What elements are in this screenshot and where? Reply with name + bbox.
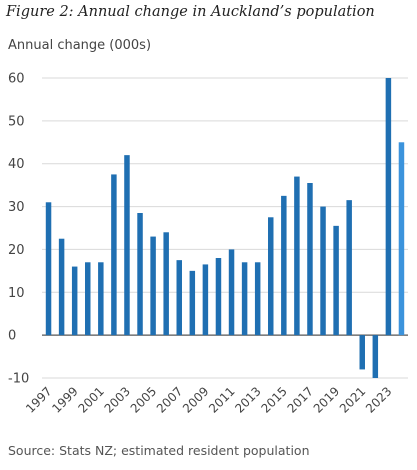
bar-1998: [58, 238, 65, 336]
chart-title: Figure 2: Annual change in Auckland’s po…: [6, 4, 375, 20]
bar-2013: [254, 262, 261, 336]
y-tick-label: 20: [8, 243, 25, 258]
x-tick-label: 2019: [311, 384, 342, 415]
bar-2012: [241, 262, 248, 336]
bar-1997: [45, 202, 52, 336]
source-note: Source: Stats NZ; estimated resident pop…: [8, 443, 310, 458]
grid-lines: [42, 77, 408, 379]
bar-2022: [372, 335, 379, 378]
y-tick-labels: -10 0 10 20 30 40 50 60: [8, 72, 29, 387]
y-tick-label: 0: [8, 329, 16, 344]
bar-2001: [98, 262, 104, 336]
bar-2017: [307, 183, 313, 336]
y-tick-label: 30: [8, 200, 25, 215]
x-tick-label: 2013: [232, 384, 263, 415]
x-tick-label: 2003: [102, 384, 133, 415]
x-tick-label: 1999: [49, 384, 80, 415]
x-tick-label: 2007: [154, 384, 185, 415]
y-tick-label: 40: [8, 157, 25, 172]
x-tick-label: 2017: [285, 384, 316, 415]
bar-2014: [268, 217, 274, 336]
x-tick-labels: 1997199920012003200520072009201120132015…: [23, 384, 394, 415]
y-tick-label: 60: [8, 72, 25, 87]
bar-2000: [85, 262, 91, 336]
bar-2011: [228, 249, 235, 336]
x-tick-label: 2005: [128, 384, 159, 415]
bar-2018: [320, 206, 326, 336]
bar-2021: [359, 335, 365, 370]
x-tick-label: 2001: [75, 384, 106, 415]
bar-2002: [111, 174, 117, 336]
bar-2023: [385, 78, 392, 336]
x-tick-label: 2011: [206, 384, 237, 415]
y-axis-label: Annual change (000s): [8, 38, 152, 53]
bar-2007: [176, 260, 182, 336]
y-tick-label: -10: [8, 372, 29, 387]
y-tick-label: 50: [8, 114, 25, 129]
bar-2010: [215, 258, 222, 336]
bar-2009: [202, 264, 209, 336]
bar-2008: [189, 270, 196, 336]
bar-2015: [281, 195, 287, 336]
bar-2005: [150, 236, 156, 336]
bar-2024: [398, 142, 405, 336]
bar-2006: [163, 232, 169, 336]
x-tick-label: 2015: [258, 384, 289, 415]
y-tick-label: 10: [8, 286, 25, 301]
bar-2020: [346, 200, 352, 336]
x-tick-label: 2021: [337, 384, 368, 415]
x-tick-label: 2009: [180, 384, 211, 415]
bars: [45, 78, 405, 378]
bar-1999: [71, 266, 78, 336]
bar-2019: [333, 225, 339, 336]
bar-2003: [124, 155, 130, 336]
x-tick-label: 1997: [23, 384, 54, 415]
x-tick-label: 2023: [363, 384, 394, 415]
bar-2016: [294, 176, 300, 336]
bar-2004: [137, 213, 143, 336]
